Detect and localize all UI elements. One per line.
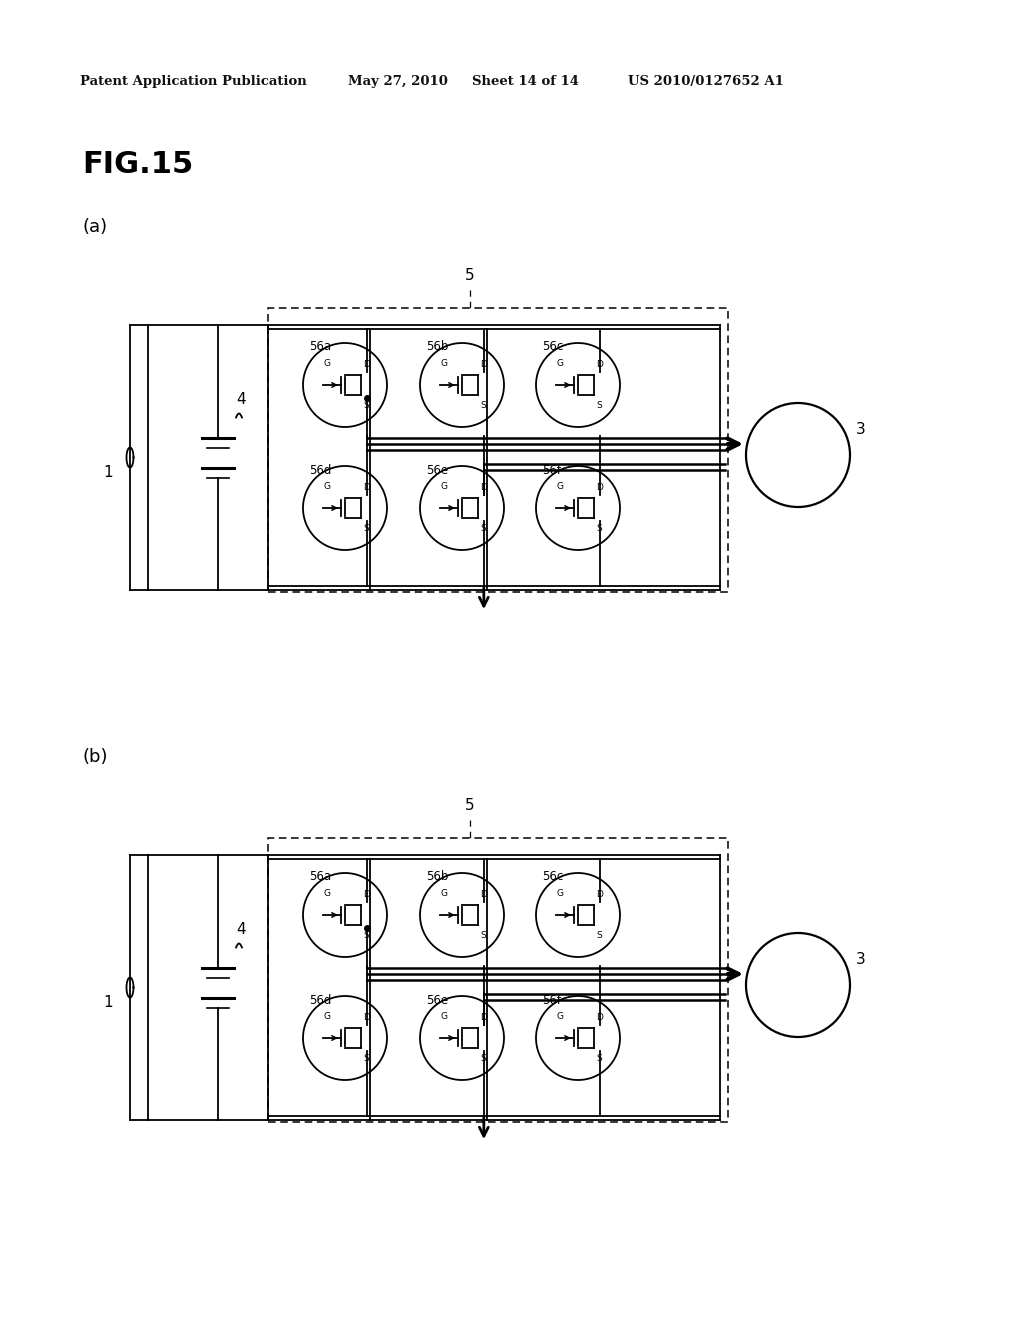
- Text: S: S: [480, 1053, 486, 1063]
- Text: G: G: [556, 359, 563, 368]
- Text: G: G: [556, 890, 563, 899]
- Text: (a): (a): [82, 218, 108, 236]
- Text: S: S: [596, 524, 602, 533]
- Text: 56d: 56d: [309, 994, 332, 1006]
- Text: 3: 3: [856, 422, 865, 437]
- Text: US 2010/0127652 A1: US 2010/0127652 A1: [628, 75, 784, 88]
- Text: G: G: [324, 482, 330, 491]
- Text: D: D: [596, 1014, 603, 1022]
- Text: D: D: [596, 483, 603, 492]
- Text: 56a: 56a: [309, 341, 332, 354]
- Text: S: S: [364, 1053, 369, 1063]
- Text: S: S: [480, 931, 486, 940]
- Text: S: S: [596, 401, 602, 409]
- Text: S: S: [480, 524, 486, 533]
- Text: 56c: 56c: [543, 341, 563, 354]
- Text: D: D: [364, 483, 370, 492]
- Text: D: D: [480, 1014, 487, 1022]
- Text: G: G: [324, 359, 330, 368]
- Text: G: G: [440, 482, 447, 491]
- Text: S: S: [364, 931, 369, 940]
- Text: D: D: [480, 360, 487, 370]
- Text: G: G: [556, 1012, 563, 1022]
- Text: 4: 4: [236, 923, 246, 937]
- Text: G: G: [440, 359, 447, 368]
- Text: 4: 4: [236, 392, 246, 408]
- Text: May 27, 2010: May 27, 2010: [348, 75, 447, 88]
- Text: (b): (b): [82, 748, 108, 766]
- Text: D: D: [364, 1014, 370, 1022]
- Text: 56b: 56b: [426, 341, 449, 354]
- Text: FIG.15: FIG.15: [82, 150, 194, 180]
- Text: G: G: [440, 890, 447, 899]
- Text: 56e: 56e: [426, 994, 449, 1006]
- Text: 1: 1: [103, 465, 113, 480]
- Text: D: D: [364, 360, 370, 370]
- Text: 56f: 56f: [543, 994, 561, 1006]
- Text: 56f: 56f: [543, 463, 561, 477]
- Text: G: G: [324, 890, 330, 899]
- Text: G: G: [440, 1012, 447, 1022]
- Bar: [268, 838, 728, 1122]
- Text: 56e: 56e: [426, 463, 449, 477]
- Text: S: S: [596, 931, 602, 940]
- Text: S: S: [596, 1053, 602, 1063]
- Bar: [268, 308, 728, 591]
- Text: D: D: [596, 890, 603, 899]
- Text: 5: 5: [465, 268, 475, 282]
- Text: D: D: [480, 483, 487, 492]
- Text: G: G: [324, 1012, 330, 1022]
- Text: D: D: [480, 890, 487, 899]
- Text: Patent Application Publication: Patent Application Publication: [80, 75, 307, 88]
- Text: D: D: [596, 360, 603, 370]
- Text: 56a: 56a: [309, 870, 332, 883]
- Text: 3: 3: [856, 953, 865, 968]
- Text: G: G: [556, 482, 563, 491]
- Text: Sheet 14 of 14: Sheet 14 of 14: [472, 75, 579, 88]
- Text: S: S: [364, 524, 369, 533]
- Text: D: D: [364, 890, 370, 899]
- Text: S: S: [480, 401, 486, 409]
- Text: 56d: 56d: [309, 463, 332, 477]
- Text: 1: 1: [103, 995, 113, 1010]
- Text: 56b: 56b: [426, 870, 449, 883]
- Text: 5: 5: [465, 799, 475, 813]
- Text: 56c: 56c: [543, 870, 563, 883]
- Text: S: S: [364, 401, 369, 409]
